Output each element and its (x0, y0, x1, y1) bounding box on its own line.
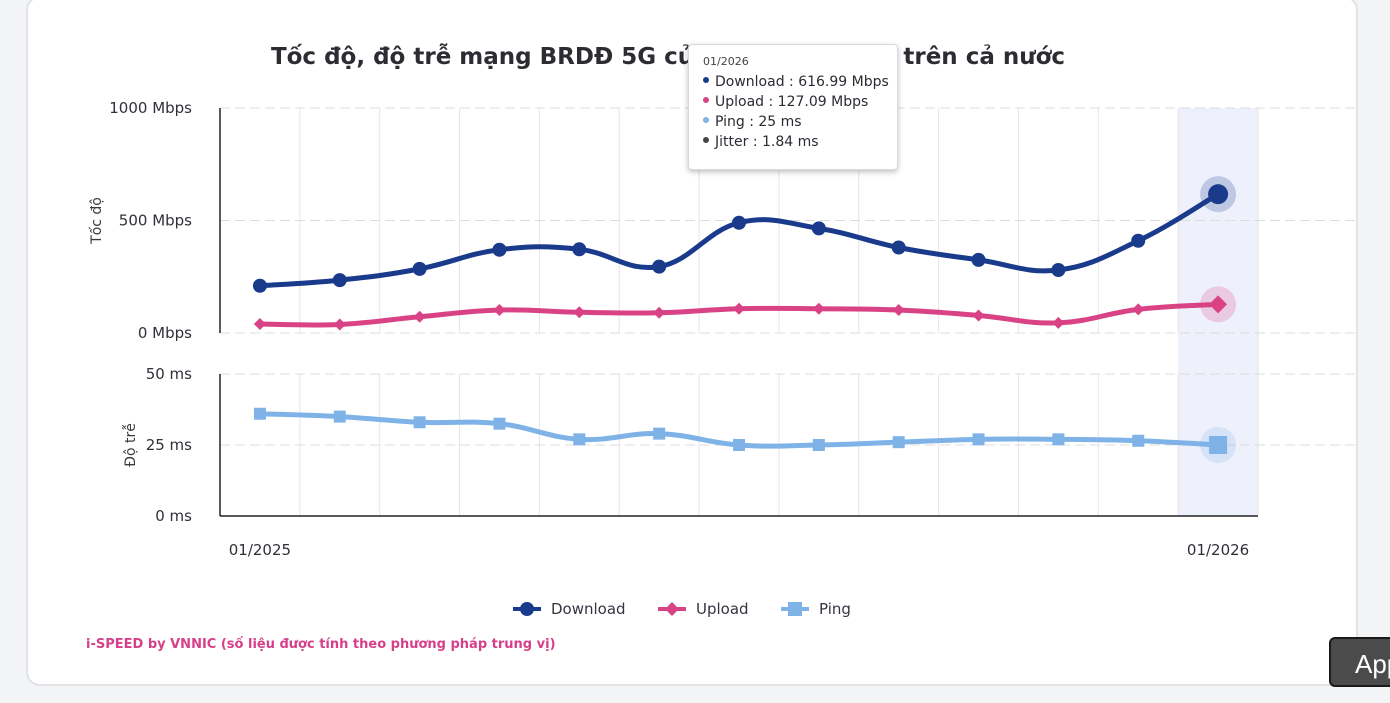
tooltip-jitter-text: Jitter : 1.84 ms (715, 134, 819, 150)
upload-point (1132, 303, 1145, 316)
y-tick-label: 25 ms (146, 436, 192, 454)
download-point (1131, 233, 1146, 248)
legend-label-upload: Upload (696, 600, 749, 618)
legend-marker-ping (788, 602, 802, 616)
tooltip-download: Download : 616.99 Mbps (703, 72, 889, 92)
tooltip-upload-text: Upload : 127.09 Mbps (715, 94, 869, 110)
legend-label-ping: Ping (819, 600, 851, 618)
upload-point (413, 310, 426, 323)
chart-canvas: 1000 Mbps 500 Mbps 0 Mbps 50 ms 25 ms 0 ms Tốc… (86, 43, 1356, 652)
upload-point (812, 302, 825, 315)
ping-point (972, 433, 985, 446)
download-point (252, 278, 267, 293)
download-point (732, 215, 746, 230)
ping-point (573, 433, 586, 446)
download-point (332, 273, 347, 288)
tooltip-download-text: Download : 616.99 Mbps (715, 74, 889, 90)
ping-point (653, 427, 666, 440)
chart-card: 1000 Mbps 500 Mbps 0 Mbps 50 ms 25 ms 0 ms Tốc… (26, 0, 1358, 686)
y-tick-label: 0 Mbps (138, 324, 192, 342)
ping-point (1052, 433, 1065, 446)
download-dot-icon (703, 77, 709, 83)
apply-button[interactable]: Apply (1329, 637, 1390, 687)
upload-point-highlight (1209, 295, 1228, 314)
tooltip-jitter: Jitter : 1.84 ms (703, 132, 883, 152)
upload-point (253, 318, 266, 330)
source-note: i-SPEED by VNNIC (số liệu được tính theo… (86, 637, 556, 652)
y-tick-label: 50 ms (146, 365, 192, 383)
ping-point (812, 439, 825, 451)
upload-point (892, 304, 905, 317)
upload-dot-icon (703, 97, 709, 103)
legend-marker-download (520, 602, 534, 616)
ping-point (413, 416, 426, 429)
y-axis-title-latency: Độ trễ (122, 423, 139, 467)
download-point (1051, 263, 1066, 277)
y-tick-label: 1000 Mbps (109, 99, 192, 117)
y-tick-label: 0 ms (155, 507, 192, 525)
tooltip-upload: Upload : 127.09 Mbps (703, 92, 883, 112)
ping-point (253, 407, 266, 420)
download-point (971, 252, 986, 267)
download-series-line (259, 192, 1220, 289)
upload-point (493, 304, 506, 317)
chart-title: Tốc độ, độ trễ mạng BRDĐ 5G của doanh ng… (271, 43, 1065, 70)
download-point (572, 242, 587, 257)
ping-point (1132, 434, 1145, 447)
x-tick-label: 01/2026 (1187, 541, 1249, 559)
ping-dot-icon (703, 117, 709, 123)
tooltip-ping-text: Ping : 25 ms (715, 114, 802, 130)
ping-point-highlight (1209, 436, 1228, 454)
legend-marker-upload (665, 602, 679, 616)
ping-point (493, 417, 506, 430)
y-tick-label: 500 Mbps (119, 212, 192, 230)
tooltip-date: 01/2026 (703, 55, 749, 68)
jitter-dot-icon (703, 137, 709, 143)
tooltip-ping: Ping : 25 ms (703, 112, 883, 132)
download-point (652, 259, 667, 274)
upload-point (972, 309, 985, 322)
legend-label-download: Download (551, 600, 626, 618)
ping-point (892, 436, 905, 449)
download-point-highlight (1208, 184, 1229, 205)
download-point (891, 240, 906, 255)
upload-point (733, 302, 745, 315)
y-axis-title-speed: Tốc độ (88, 197, 105, 245)
upload-point (653, 306, 666, 319)
upload-point (573, 306, 586, 319)
upload-point (333, 318, 346, 331)
download-point (492, 242, 507, 257)
ping-point (733, 439, 745, 451)
download-point (412, 261, 427, 276)
ping-point (333, 410, 346, 423)
upload-point (1052, 316, 1065, 329)
x-tick-label: 01/2025 (229, 541, 291, 559)
download-point (811, 221, 826, 236)
chart-tooltip: 01/2026 Download : 616.99 Mbps Upload : … (688, 44, 898, 170)
